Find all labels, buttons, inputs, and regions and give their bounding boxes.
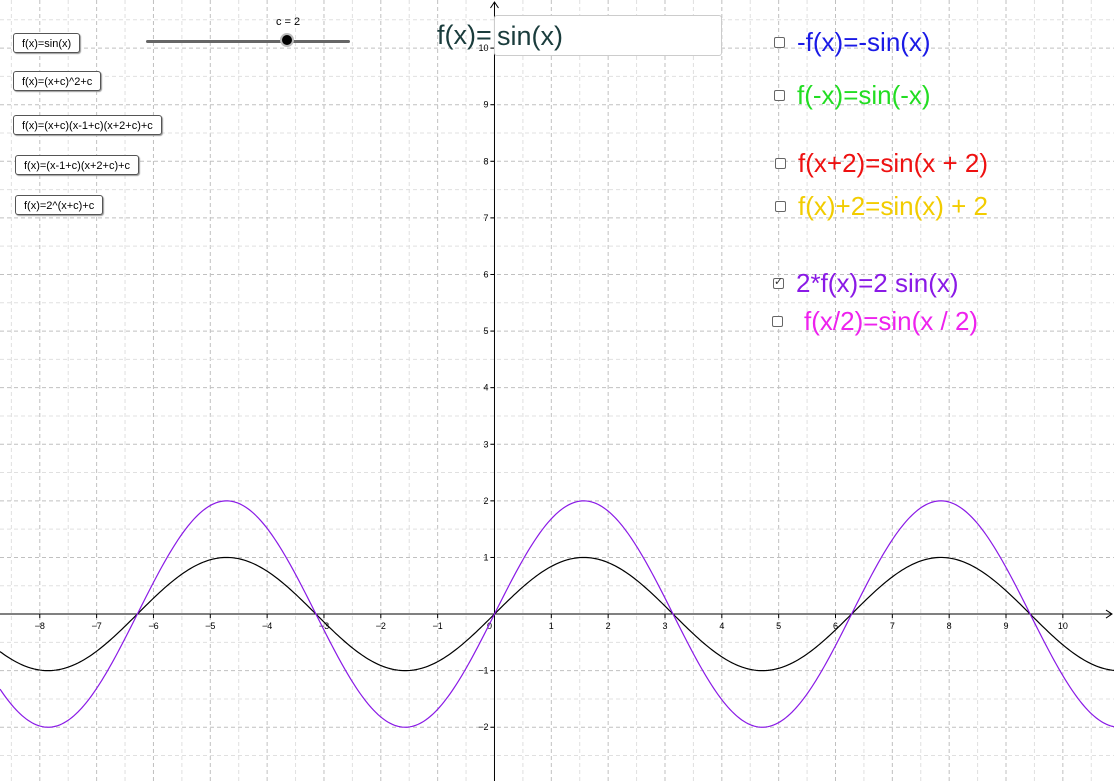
function-input-value[interactable]: sin(x): [497, 21, 563, 51]
x-tick-label: 3: [662, 621, 667, 631]
x-tick-label: 4: [719, 621, 724, 631]
curves: [0, 500, 1114, 728]
y-tick-label: 4: [483, 383, 488, 393]
quadratic-button[interactable]: f(x)=(x+c)^2+c: [13, 71, 102, 91]
slider-track[interactable]: [146, 40, 350, 43]
checkbox-label: f(x)+2=sin(x) + 2: [798, 191, 989, 221]
x-tick-label: 0: [487, 621, 492, 631]
checkbox-label: f(x/2)=sin(x / 2): [804, 306, 979, 336]
slider-label: c = 2: [276, 16, 301, 28]
x-tick-label: 8: [947, 621, 952, 631]
c-slider[interactable]: c = 2: [146, 16, 352, 52]
y-tick-label: 9: [483, 100, 488, 110]
y-tick-label: 2: [483, 496, 488, 506]
checkbox-label: 2*f(x)=2 sin(x): [796, 268, 959, 298]
x-tick-label: 2: [606, 621, 611, 631]
x-tick-label: 5: [776, 621, 781, 631]
sin-curve: [0, 556, 1114, 672]
slider-knob[interactable]: [280, 33, 294, 47]
checkbox-f-negative-x[interactable]: f(-x)=sin(-x): [774, 80, 931, 111]
x-tick-label: −4: [262, 621, 272, 631]
x-tick-label: 7: [890, 621, 895, 631]
checkbox[interactable]: [774, 90, 785, 101]
checkbox-2f[interactable]: 2*f(x)=2 sin(x): [773, 268, 959, 299]
y-tick-label: 10: [478, 43, 488, 53]
checkbox[interactable]: [774, 37, 785, 48]
x-tick-label: −7: [91, 621, 101, 631]
y-tick-label: 7: [483, 213, 488, 223]
checkbox-f-x-half[interactable]: f(x/2)=sin(x / 2): [772, 306, 978, 337]
y-axis-arrow: [490, 1, 499, 9]
x-tick-label: 10: [1058, 621, 1068, 631]
x-tick-label: −6: [148, 621, 158, 631]
x-tick-label: −5: [205, 621, 215, 631]
checkbox-label: f(x+2)=sin(x + 2): [798, 148, 989, 178]
cubic-button[interactable]: f(x)=(x+c)(x-1+c)(x+2+c)+c: [13, 115, 162, 135]
checkbox[interactable]: [775, 158, 786, 169]
x-tick-label: 6: [833, 621, 838, 631]
checkbox-f-plus-2[interactable]: f(x)+2=sin(x) + 2: [775, 191, 988, 222]
checkbox[interactable]: [773, 275, 784, 289]
x-tick-label: −2: [376, 621, 386, 631]
x-tick-label: −3: [319, 621, 329, 631]
x-tick-label: 1: [549, 621, 554, 631]
two-sin-curve: [0, 500, 1114, 728]
y-tick-label: 3: [483, 439, 488, 449]
y-tick-label: 5: [483, 326, 488, 336]
checkbox-label: f(-x)=sin(-x): [797, 80, 931, 110]
function-input-label: f(x)=: [437, 20, 492, 50]
x-tick-label: 9: [1004, 621, 1009, 631]
y-tick-label: 1: [483, 552, 488, 562]
sin-button[interactable]: f(x)=sin(x): [13, 33, 81, 53]
checkbox-negate-f[interactable]: -f(x)=-sin(x): [774, 27, 931, 58]
checkbox-label: -f(x)=-sin(x): [797, 27, 931, 57]
tick-labels: −8 −7 −6 −5 −4 −3 −2 −1 0 1 2 3 4 5 6 7 8 9 10 −2 −1 1 2 3 4 5 6 7 8…: [35, 43, 1068, 732]
y-tick-label: 8: [483, 156, 488, 166]
y-tick-label: −1: [478, 666, 488, 676]
checkbox-f-x-plus-2[interactable]: f(x+2)=sin(x + 2): [775, 148, 988, 179]
x-tick-label: −8: [35, 621, 45, 631]
x-axis-arrow: [1105, 609, 1113, 619]
exponential-button[interactable]: f(x)=2^(x+c)+c: [15, 195, 104, 215]
y-tick-label: −2: [478, 722, 488, 732]
checkbox[interactable]: [772, 316, 783, 327]
x-tick-label: −1: [433, 621, 443, 631]
function-input[interactable]: sin(x): [494, 15, 722, 56]
parabola-button[interactable]: f(x)=(x-1+c)(x+2+c)+c: [15, 155, 140, 175]
y-tick-label: 6: [483, 269, 488, 279]
checkbox[interactable]: [775, 201, 786, 212]
